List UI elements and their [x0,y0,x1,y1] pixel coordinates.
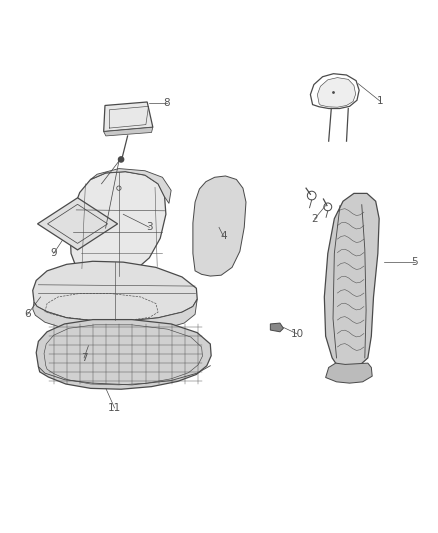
Polygon shape [38,198,117,250]
Text: 10: 10 [291,329,304,339]
Text: 9: 9 [50,248,57,259]
Text: 3: 3 [146,222,153,232]
Polygon shape [36,320,211,389]
Polygon shape [270,323,283,332]
Text: 7: 7 [81,353,88,363]
Polygon shape [33,299,197,333]
Polygon shape [33,261,197,321]
Polygon shape [318,78,356,107]
Polygon shape [325,363,372,383]
Text: 11: 11 [108,403,121,413]
Text: 8: 8 [163,98,170,108]
Text: 6: 6 [24,309,31,319]
Polygon shape [324,193,379,367]
Text: 4: 4 [220,231,226,241]
Polygon shape [91,168,171,204]
Text: 1: 1 [377,96,383,106]
Text: 5: 5 [412,257,418,267]
Polygon shape [104,127,153,136]
Text: 2: 2 [311,214,318,224]
Circle shape [118,157,124,162]
Polygon shape [193,176,246,276]
Polygon shape [70,172,166,277]
Polygon shape [104,102,153,132]
